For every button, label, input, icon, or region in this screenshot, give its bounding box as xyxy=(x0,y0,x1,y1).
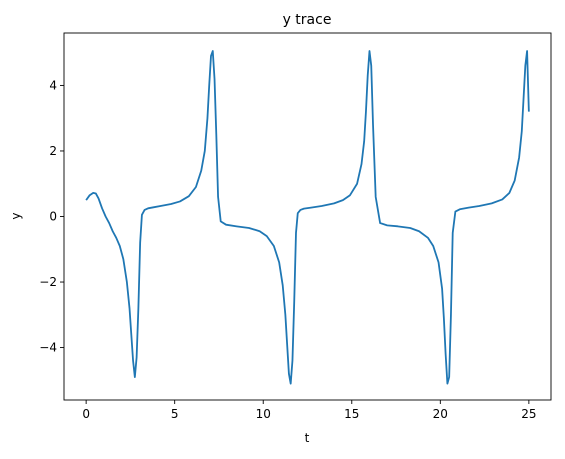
plot-area xyxy=(85,50,530,385)
y-axis: −4 −2 0 2 4 xyxy=(39,78,64,355)
x-tick-label: 0 xyxy=(82,407,90,421)
y-tick-label: 0 xyxy=(49,210,57,224)
series-line xyxy=(85,50,530,385)
y-tick-label: −2 xyxy=(39,275,57,289)
y-tick-label: 2 xyxy=(49,144,57,158)
x-tick-label: 15 xyxy=(344,407,359,421)
y-tick-label: 4 xyxy=(49,78,57,92)
x-tick-label: 20 xyxy=(433,407,448,421)
x-axis-label: t xyxy=(305,431,310,445)
x-axis: 0 5 10 15 20 25 xyxy=(82,400,537,421)
y-tick-label: −4 xyxy=(39,341,57,355)
x-tick-label: 25 xyxy=(521,407,536,421)
x-tick-label: 10 xyxy=(256,407,271,421)
y-axis-label: y xyxy=(9,212,23,219)
chart-title: y trace xyxy=(283,12,332,28)
x-tick-label: 5 xyxy=(171,407,179,421)
